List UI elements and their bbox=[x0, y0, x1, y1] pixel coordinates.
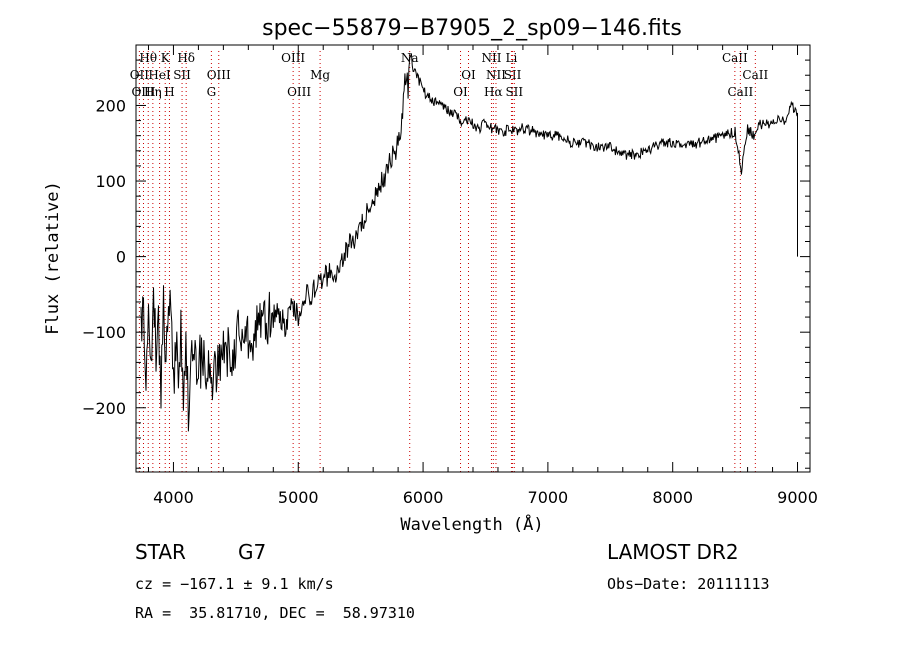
spectral-line-label: OIII bbox=[207, 68, 231, 82]
coordinates: RA = 35.81710, DEC = 58.97310 bbox=[135, 604, 415, 622]
spectral-line-label: OIII bbox=[131, 85, 155, 99]
y-axis-title: Flux (relative) bbox=[43, 181, 63, 335]
y-tick-label: −100 bbox=[82, 323, 126, 342]
spectral-line-label: NII bbox=[486, 68, 506, 82]
spectral-line-label: Hη bbox=[144, 85, 162, 99]
y-tick-label: 200 bbox=[95, 96, 126, 115]
y-tick-label: 0 bbox=[116, 248, 126, 267]
spectral-line-label: SII bbox=[505, 85, 523, 99]
spectral-line-label: OIII bbox=[287, 85, 311, 99]
spectral-line-label: HeI bbox=[148, 68, 171, 82]
spectral-line-label: Hα bbox=[484, 85, 503, 99]
observation-date: Obs−Date: 20111113 bbox=[607, 575, 770, 593]
spectral-line-label: CaII bbox=[742, 68, 768, 82]
plot-frame bbox=[135, 44, 811, 473]
spectral-line-label: OIII bbox=[281, 51, 305, 65]
survey-name: LAMOST DR2 bbox=[607, 540, 739, 564]
spectral-line-label: CaII bbox=[727, 85, 753, 99]
object-class: STAR bbox=[135, 540, 186, 564]
y-tick-label: 100 bbox=[95, 172, 126, 191]
x-tick-label: 4000 bbox=[153, 488, 194, 507]
spectral-line-label: SII bbox=[173, 68, 191, 82]
chart-title: spec−55879−B7905_2_sp09−146.fits bbox=[262, 16, 682, 41]
spectral-line-label: CaII bbox=[722, 51, 748, 65]
spectral-line-label: Hδ bbox=[177, 51, 195, 65]
object-subclass: G7 bbox=[238, 540, 267, 564]
spectral-line-label: NII bbox=[481, 51, 501, 65]
x-axis-title: Wavelength (Å) bbox=[400, 513, 543, 535]
spectral-line-label: SII bbox=[504, 68, 522, 82]
x-tick-label: 7000 bbox=[528, 488, 569, 507]
spectral-line-label: Mg bbox=[310, 68, 330, 82]
x-tick-label: 9000 bbox=[777, 488, 818, 507]
redshift-velocity: cz = −167.1 ± 9.1 km/s bbox=[135, 575, 334, 593]
spectral-line-label: Hθ bbox=[139, 51, 157, 65]
x-tick-label: 8000 bbox=[652, 488, 693, 507]
y-tick-label: −200 bbox=[82, 399, 126, 418]
x-tick-label: 6000 bbox=[403, 488, 444, 507]
spectral-line-label: Li bbox=[506, 51, 518, 65]
spectral-line-label: G bbox=[207, 85, 217, 99]
spectral-line-label: OI bbox=[461, 68, 476, 82]
spectrum-line bbox=[140, 53, 798, 432]
spectral-line-label: H bbox=[164, 85, 174, 99]
x-tick-label: 5000 bbox=[278, 488, 319, 507]
spectral-line-label: K bbox=[161, 51, 171, 65]
spectral-line-label: OI bbox=[453, 85, 468, 99]
